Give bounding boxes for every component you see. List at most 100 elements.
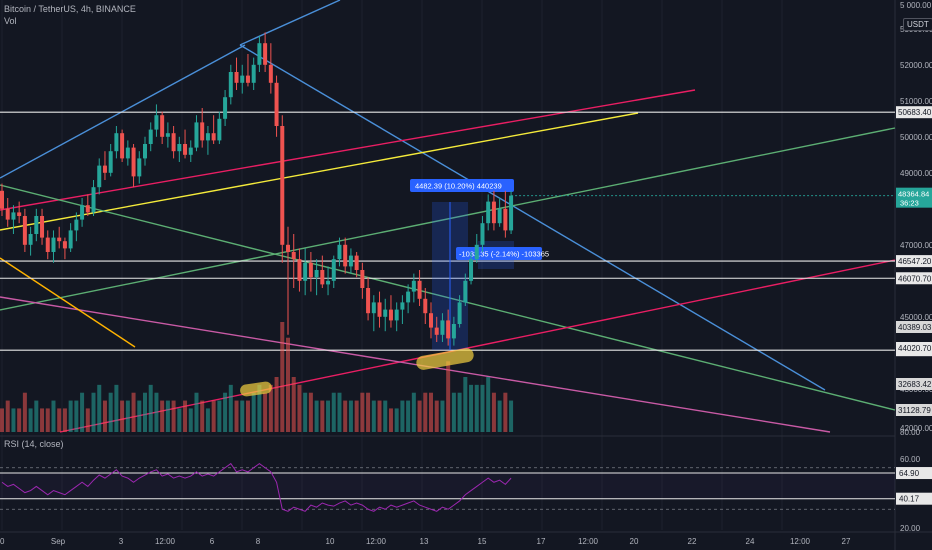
volume-bar xyxy=(491,392,496,432)
time-tick-label: 8 xyxy=(256,537,261,546)
rsi-level-tag: 64.90 xyxy=(896,467,932,480)
candle-body xyxy=(509,195,514,231)
rsi-tick-label: 80.00 xyxy=(900,428,921,437)
volume-bar xyxy=(234,400,239,432)
volume-bar xyxy=(354,400,359,432)
trendlines xyxy=(0,0,896,433)
candle-body xyxy=(5,208,10,220)
candle-body xyxy=(234,72,239,83)
candle xyxy=(74,212,79,242)
candle xyxy=(0,183,4,216)
candle xyxy=(205,126,210,155)
candle-body xyxy=(45,237,50,252)
volume-bar xyxy=(228,384,233,432)
volume-bar xyxy=(451,392,456,432)
candle xyxy=(354,252,359,278)
candle xyxy=(160,111,165,144)
candle-body xyxy=(223,97,228,119)
volume-bar xyxy=(417,400,422,432)
level-tag-text: 46547.20 xyxy=(898,257,932,266)
candle xyxy=(429,302,433,339)
candle-body xyxy=(51,237,56,252)
volume-bar xyxy=(440,400,445,432)
volume-bar xyxy=(446,361,451,432)
candle xyxy=(171,126,176,159)
candle-body xyxy=(469,259,474,281)
candle xyxy=(286,226,290,335)
volume-bar xyxy=(68,400,73,432)
level-tag-bg xyxy=(896,106,932,119)
candles xyxy=(0,32,514,346)
candle xyxy=(28,226,33,256)
candle-body xyxy=(165,133,170,137)
candle-body xyxy=(68,230,73,249)
volume-bar xyxy=(62,408,67,432)
candle xyxy=(509,190,514,234)
candle xyxy=(371,295,376,332)
candle xyxy=(154,104,159,137)
candle-body xyxy=(303,262,308,281)
candle-body xyxy=(274,82,279,126)
candle xyxy=(411,273,416,303)
candle xyxy=(251,57,256,90)
candle-body xyxy=(85,205,90,213)
candle-body xyxy=(451,324,456,339)
rsi-label: RSI (14, close) xyxy=(4,439,64,449)
candle-body xyxy=(406,291,411,303)
volume-bar xyxy=(314,400,319,432)
volume-bar xyxy=(497,400,502,432)
extra-tag-bg xyxy=(896,404,932,416)
candle xyxy=(125,140,130,166)
candle xyxy=(400,295,405,324)
candle xyxy=(51,230,56,263)
volume-bar xyxy=(286,337,290,432)
downtrend-line-blue xyxy=(239,44,826,391)
volume-bar xyxy=(429,392,433,432)
candle xyxy=(22,208,27,252)
volume-bar xyxy=(74,400,79,432)
measure-badge-bg xyxy=(410,179,514,192)
rsi-line xyxy=(1,462,512,512)
candle-body xyxy=(263,43,268,65)
price-tick-label: 47000.00 xyxy=(900,241,932,250)
volume-bar xyxy=(480,384,485,432)
candle xyxy=(417,270,422,306)
volume-bar xyxy=(11,408,16,432)
candle xyxy=(491,190,496,231)
price-tick-label: 51000.00 xyxy=(900,97,932,106)
volume-bar xyxy=(377,400,382,432)
candle xyxy=(503,190,508,238)
price-tick-label: 45000.00 xyxy=(900,313,932,322)
candle-body xyxy=(205,133,210,141)
volume-bar xyxy=(469,384,474,432)
volume-bar xyxy=(297,384,302,432)
candle-body xyxy=(131,147,136,177)
candle xyxy=(68,223,73,252)
extra-axis-tag: 44020.70 xyxy=(896,342,932,354)
volume-bar xyxy=(326,400,331,432)
volume-bar xyxy=(411,392,416,432)
candle-body xyxy=(97,165,102,188)
candle-body xyxy=(291,252,296,260)
volume-bar xyxy=(34,400,39,432)
candle xyxy=(34,208,39,242)
volume-bar xyxy=(120,400,125,432)
candle xyxy=(366,277,371,321)
time-tick-label: Sep xyxy=(51,537,66,546)
candle-body xyxy=(257,43,262,65)
price-tick-label: 5 000.00 xyxy=(900,1,932,10)
candle-body xyxy=(154,115,159,130)
volume-bar xyxy=(114,384,119,432)
time-tick-label: 12:00 xyxy=(790,537,811,546)
rsi-pane xyxy=(0,462,895,512)
candle xyxy=(377,291,382,328)
support-line-red xyxy=(59,259,896,433)
candle-body xyxy=(200,122,205,141)
currency-badge[interactable]: USDT xyxy=(903,18,932,31)
rsi-tag-bg xyxy=(896,467,932,480)
candle-body xyxy=(474,244,479,260)
volume-bar xyxy=(154,392,159,432)
volume-bar xyxy=(194,392,199,432)
volume-bar xyxy=(17,408,22,432)
